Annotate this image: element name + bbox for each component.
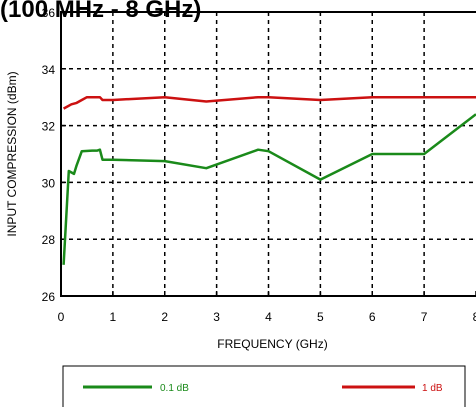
y-tick-label: 34	[42, 63, 56, 77]
y-tick-label: 30	[42, 176, 56, 190]
series-layer	[62, 95, 476, 265]
y-tick-label: 26	[42, 290, 56, 304]
x-tick-label: 1	[110, 310, 117, 324]
y-axis-label: INPUT COMPRESSION (dBm)	[5, 71, 19, 236]
plot-frame	[60, 11, 476, 297]
x-tick-label: 5	[317, 310, 324, 324]
legend-label: 0.1 dB	[160, 383, 189, 394]
legend-label: 1 dB	[422, 383, 443, 394]
ticks: 012345678262830323436	[42, 6, 476, 324]
y-tick-label: 28	[42, 233, 56, 247]
y-tick-label: 32	[42, 120, 56, 134]
x-axis-label: FREQUENCY (GHz)	[217, 337, 327, 351]
legend: 0.1 dB 1 dB	[62, 365, 466, 407]
legend-items: 0.1 dB 1 dB	[83, 383, 443, 394]
x-tick-label: 3	[213, 310, 220, 324]
x-tick-label: 2	[161, 310, 168, 324]
y-tick-label: 36	[42, 6, 56, 20]
x-tick-label: 6	[369, 310, 376, 324]
x-tick-label: 8	[473, 310, 476, 324]
x-tick-label: 4	[265, 310, 272, 324]
x-tick-label: 7	[421, 310, 428, 324]
grid	[61, 12, 476, 296]
series-line-a	[62, 113, 476, 265]
series-line-b	[62, 95, 476, 110]
x-tick-label: 0	[58, 310, 65, 324]
